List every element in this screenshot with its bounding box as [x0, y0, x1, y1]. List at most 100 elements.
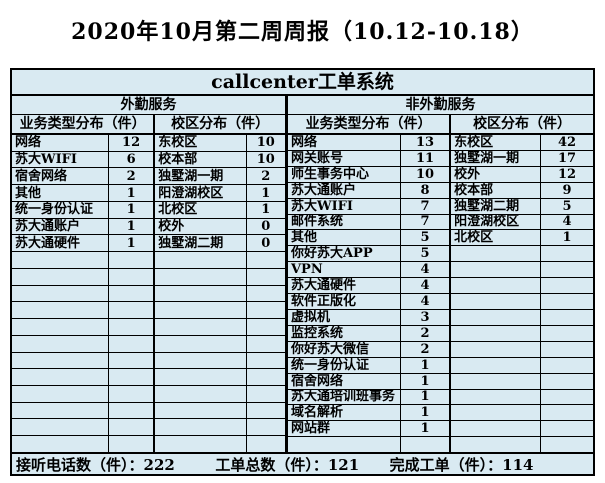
campus-label: 东校区 [451, 135, 542, 150]
campus-count [247, 319, 285, 335]
table-row: 网站群 1 [287, 421, 593, 438]
table-row: 苏大通硬件 1 独墅湖二期 0 [12, 235, 285, 253]
business-type-count: 10 [401, 166, 452, 182]
business-type-label: VPN [288, 262, 401, 278]
table-row [288, 437, 593, 453]
campus-count: 1 [261, 185, 271, 201]
table-row [12, 335, 285, 353]
business-type-count [109, 268, 156, 285]
column-headers-non-field-service: 业务类型分布（件） 校区分布（件） [287, 115, 593, 135]
calls-answered-label: 接听电话数（件）： [16, 455, 144, 474]
campus-label [451, 373, 542, 389]
business-type-count [109, 436, 156, 452]
campus-label [451, 309, 542, 325]
campus-count [541, 421, 593, 436]
business-type-label: 师生事务中心 [288, 166, 401, 182]
campus-count [541, 310, 593, 325]
business-type-label [12, 252, 109, 268]
campus-label [451, 341, 542, 357]
campus-label [451, 405, 542, 421]
business-type-count: 5 [401, 230, 452, 246]
table-row [12, 252, 285, 269]
campus-label: 独墅湖一期 [155, 168, 247, 185]
table-row: 苏大通账户 8 校本部 9 [287, 182, 593, 199]
table-row: 苏大通硬件 4 [287, 278, 593, 295]
business-type-label: 你好苏大APP [288, 246, 401, 262]
table-row: 宿舍网络 2 独墅湖一期 2 [12, 168, 285, 186]
campus-label: 校本部 [155, 151, 247, 168]
campus-label [451, 389, 542, 405]
campus-label: 独墅湖二期 [451, 198, 542, 214]
table-row: 师生事务中心 10 校外 12 [287, 166, 593, 183]
business-type-count: 5 [401, 246, 452, 262]
table-row [12, 436, 285, 452]
campus-label: 校本部 [451, 182, 542, 198]
campus-count [541, 437, 593, 452]
business-type-label [12, 386, 109, 402]
business-type-count [109, 319, 156, 335]
campus-count [247, 353, 285, 369]
business-type-count: 1 [401, 405, 452, 421]
business-type-label: 软件正版化 [288, 294, 401, 309]
business-type-label: 苏大通培训班事务 [288, 389, 401, 405]
table-row: 宿舍网络 1 [287, 373, 593, 390]
business-type-count [109, 352, 156, 369]
campus-count: 12 [558, 166, 577, 182]
business-type-label: 苏大通账户 [12, 218, 109, 235]
campus-count: 10 [256, 152, 275, 168]
business-type-count: 12 [109, 135, 156, 151]
business-type-label [12, 369, 109, 386]
table-row [12, 285, 285, 303]
business-type-count: 7 [401, 214, 452, 230]
business-type-header: 业务类型分布（件） [288, 115, 452, 133]
table-row: 苏大WIFI 6 校本部 10 [12, 151, 285, 169]
campus-count [541, 374, 593, 389]
completed-orders-total: 完成工单（件）：114 [390, 454, 593, 475]
business-type-count [109, 402, 156, 419]
campus-count [247, 336, 285, 352]
campus-count: 5 [562, 198, 572, 214]
business-type-label [12, 352, 109, 369]
section-header-non-field-service: 非外勤服务 [287, 96, 593, 115]
business-type-count [109, 335, 156, 352]
rows-non-field-service: 网络 13 东校区 42 网关账号 11 独墅湖一期 17 师生事务中心 10 校外 12 苏大通账户 8… [287, 135, 593, 453]
campus-count [247, 403, 285, 419]
business-type-count [109, 252, 156, 268]
work-orders-total: 工单总数（件）：121 [215, 454, 389, 475]
table-row [12, 419, 285, 437]
table-row [12, 302, 285, 320]
campus-label [155, 386, 247, 402]
campus-label: 阳澄湖校区 [155, 185, 247, 201]
business-type-count: 1 [109, 218, 156, 235]
campus-count [541, 262, 593, 277]
business-type-count [109, 419, 156, 436]
table-row: 域名解析 1 [287, 405, 593, 422]
table-body: 外勤服务 业务类型分布（件） 校区分布（件） 网络 12 东校区 10 苏大WIFI 6 校… [12, 96, 593, 453]
calls-answered-total: 接听电话数（件）：222 [12, 454, 215, 475]
campus-label [155, 268, 247, 285]
business-type-label: 其他 [12, 185, 109, 201]
campus-label [155, 252, 247, 268]
callcenter-table: callcenter工单系统 外勤服务 业务类型分布（件） 校区分布（件） 网络… [10, 68, 595, 476]
campus-count [247, 386, 285, 402]
business-type-label: 宿舍网络 [288, 373, 401, 389]
business-type-count: 6 [109, 151, 156, 168]
business-type-label: 邮件系统 [288, 214, 401, 230]
campus-label [451, 357, 542, 373]
campus-count: 0 [261, 219, 271, 235]
business-type-count: 1 [109, 185, 156, 201]
page-title: 2020年10月第二周周报（10.12-10.18） [71, 19, 534, 45]
campus-header: 校区分布（件） [473, 116, 572, 132]
campus-count: 10 [256, 135, 275, 151]
business-type-count: 4 [401, 294, 452, 309]
table-row: 虚拟机 3 [287, 309, 593, 326]
campus-count [247, 286, 285, 302]
business-type-label [12, 335, 109, 352]
business-type-label: 你好苏大微信 [288, 341, 401, 357]
business-type-count [109, 302, 156, 319]
campus-label: 独墅湖一期 [451, 150, 542, 166]
business-type-count: 2 [109, 168, 156, 185]
table-row [12, 352, 285, 370]
campus-count [541, 278, 593, 293]
